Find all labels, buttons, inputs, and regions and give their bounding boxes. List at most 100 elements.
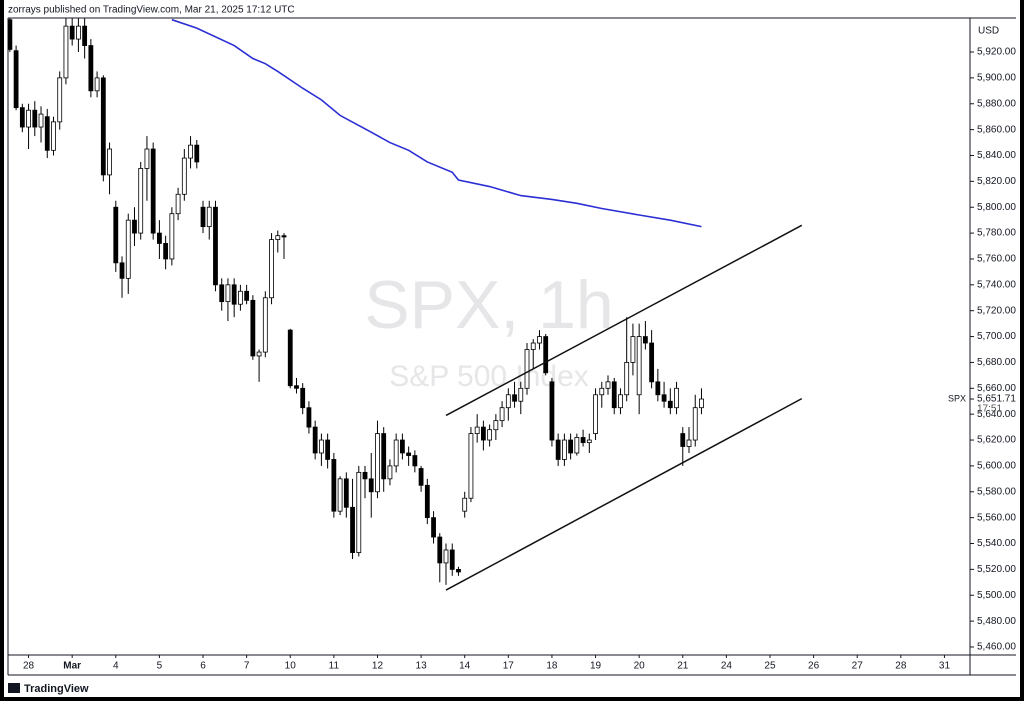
candle-body xyxy=(667,400,673,409)
symbol-label: SPX xyxy=(948,393,966,403)
x-tick-label: 20 xyxy=(634,661,646,672)
y-tick-label: 5,900.00 xyxy=(977,73,1016,84)
candle-body xyxy=(38,113,44,128)
countdown: 17:51 xyxy=(977,404,1002,415)
candle-body xyxy=(468,433,474,499)
x-tick-label: 7 xyxy=(244,661,250,672)
candle-body xyxy=(568,439,574,454)
x-tick-label: 14 xyxy=(459,661,471,672)
logo-icon xyxy=(8,683,20,693)
candle-body xyxy=(57,77,63,123)
x-tick-label: 31 xyxy=(939,661,951,672)
candle-body xyxy=(281,235,287,238)
candle-body xyxy=(431,517,436,538)
x-tick-label: 6 xyxy=(200,661,206,672)
y-tick-label: 5,480.00 xyxy=(977,616,1016,627)
candle-body xyxy=(337,478,343,512)
candle-body xyxy=(69,25,75,40)
candle-body xyxy=(655,381,661,396)
candle-body xyxy=(580,437,586,444)
candle-body xyxy=(163,243,169,260)
candle-body xyxy=(113,206,119,264)
candle-body xyxy=(88,45,94,92)
candle-body xyxy=(63,25,69,79)
candle-body xyxy=(44,116,50,151)
candle-body xyxy=(480,426,486,441)
candle-body xyxy=(13,50,19,109)
y-tick-label: 5,540.00 xyxy=(977,538,1016,549)
candle-body xyxy=(362,471,368,480)
candle-body xyxy=(138,168,144,234)
candle-body xyxy=(611,381,617,409)
candle-body xyxy=(200,206,206,228)
x-tick-label: 12 xyxy=(372,661,384,672)
candle-body xyxy=(686,439,692,447)
x-tick-label: Mar xyxy=(63,661,81,672)
candle-body xyxy=(213,206,218,286)
candle-body xyxy=(412,455,418,467)
candle-body xyxy=(19,107,25,128)
candle-body xyxy=(487,429,493,441)
candle-body xyxy=(325,439,331,460)
candle-body xyxy=(537,336,542,344)
candle-body xyxy=(262,297,268,353)
candle-body xyxy=(512,394,517,402)
candle-body xyxy=(94,77,100,92)
candle-body xyxy=(593,394,598,434)
x-tick-label: 4 xyxy=(113,661,119,672)
candle-body xyxy=(194,144,200,163)
candle-body xyxy=(343,478,349,508)
candle-body xyxy=(474,426,480,434)
candle-body xyxy=(144,148,150,169)
y-tick-label: 5,560.00 xyxy=(977,512,1016,523)
y-tick-label: 5,720.00 xyxy=(977,305,1016,316)
candle-body xyxy=(449,549,455,570)
candle-body xyxy=(456,568,461,573)
x-tick-label: 11 xyxy=(329,661,340,672)
candle-body xyxy=(418,468,424,486)
candle-body xyxy=(300,387,306,409)
candle-body xyxy=(505,394,511,409)
candle-body xyxy=(175,193,181,215)
x-tick-label: 27 xyxy=(852,661,864,672)
trend-line xyxy=(445,224,803,417)
y-tick-label: 5,860.00 xyxy=(977,124,1016,135)
candle-body xyxy=(100,77,106,176)
candle-body xyxy=(51,121,56,151)
candle-body xyxy=(107,148,112,176)
candle-body xyxy=(219,284,225,303)
candle-body xyxy=(443,549,449,564)
x-tick-label: 17 xyxy=(503,661,515,672)
y-tick-label: 5,680.00 xyxy=(977,357,1016,368)
candle-body xyxy=(649,342,655,383)
candle-body xyxy=(350,506,355,553)
candle-body xyxy=(181,157,187,195)
y-tick-label: 5,920.00 xyxy=(977,47,1016,58)
watermark-title: SPX, 1h xyxy=(364,267,614,343)
candle-body xyxy=(574,437,580,454)
candle-body xyxy=(250,299,256,357)
x-tick-label: 24 xyxy=(721,661,733,672)
x-tick-label: 5 xyxy=(157,661,163,672)
footer: TradingView xyxy=(24,683,89,695)
candle-body xyxy=(406,452,412,456)
y-tick-label: 5,460.00 xyxy=(977,642,1016,653)
candle-body xyxy=(275,235,281,240)
candle-body xyxy=(318,439,324,454)
candle-body xyxy=(76,25,81,40)
candle-body xyxy=(244,290,250,301)
candle-body xyxy=(499,407,505,422)
candle-body xyxy=(238,290,243,305)
candle-body xyxy=(169,213,175,260)
candle-body xyxy=(331,459,337,512)
candle-body xyxy=(424,484,430,519)
candle-body xyxy=(8,19,13,50)
candle-body xyxy=(642,336,648,344)
y-tick-label: 5,600.00 xyxy=(977,461,1016,472)
candle-body xyxy=(306,407,312,428)
candle-body xyxy=(618,394,623,409)
y-tick-label: 5,800.00 xyxy=(977,202,1016,213)
candle-body xyxy=(356,471,362,553)
candle-body xyxy=(561,439,567,460)
